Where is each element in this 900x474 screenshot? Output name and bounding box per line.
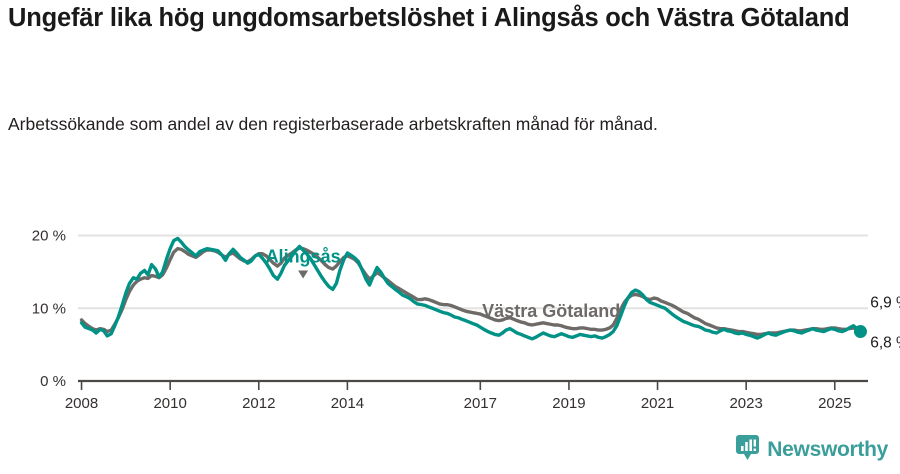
page-subtitle: Arbetssökande som andel av den registerb…	[8, 114, 658, 134]
x-axis-tick-label: 2008	[65, 395, 98, 411]
line-chart: 0 % 10 % 20 % 2008 2010 2012 2014 2017 2019 2021…	[32, 228, 900, 411]
chart-annotations: Alingsås Västra Götaland 6,9 % 6,8 %	[266, 246, 900, 351]
annotation-pointer-triangle	[298, 270, 309, 279]
y-axis-tick-label: 20 %	[32, 228, 66, 245]
y-axis-tick-label: 0 %	[40, 373, 66, 390]
end-point-marker-alingsas	[853, 325, 867, 339]
x-axis-tick-labels: 2008 2010 2012 2014 2017 2019 2021 2023 2025	[65, 395, 852, 411]
series-lines	[79, 236, 863, 341]
x-axis-tick-label: 2021	[641, 395, 674, 411]
x-axis-tick-label: 2019	[552, 395, 585, 411]
alingsas-label: Alingsås	[266, 246, 341, 266]
x-axis-tick-label: 2025	[818, 395, 851, 411]
vastra-gotaland-label: Västra Götaland	[482, 301, 620, 321]
newsworthy-logo-text: Newsworthy	[767, 438, 888, 461]
chart-footer: Newsworthy	[0, 432, 900, 474]
chart-container: 0 % 10 % 20 % 2008 2010 2012 2014 2017 2019 2021…	[0, 196, 900, 411]
x-axis	[78, 379, 868, 390]
x-axis-tick-label: 2017	[464, 395, 497, 411]
x-axis-tick-label: 2014	[331, 395, 364, 411]
end-point-marker	[853, 325, 867, 339]
gridlines	[78, 234, 868, 310]
bar-chart-bubble-icon	[735, 434, 760, 466]
end-value-vastra-gotaland: 6,9 %	[870, 295, 900, 312]
newsworthy-logo[interactable]: Newsworthy	[735, 434, 888, 466]
page-title: Ungefär lika hög ungdomsarbetslöshet i A…	[8, 4, 850, 32]
x-axis-tick-label: 2010	[153, 395, 186, 411]
x-axis-tick-label: 2023	[729, 395, 762, 411]
series-line-alingsås	[79, 236, 863, 341]
end-value-alingsas: 6,8 %	[870, 335, 900, 352]
y-axis-tick-labels: 0 % 10 % 20 %	[32, 228, 66, 390]
y-axis-tick-label: 10 %	[32, 300, 66, 317]
x-axis-tick-label: 2012	[242, 395, 275, 411]
